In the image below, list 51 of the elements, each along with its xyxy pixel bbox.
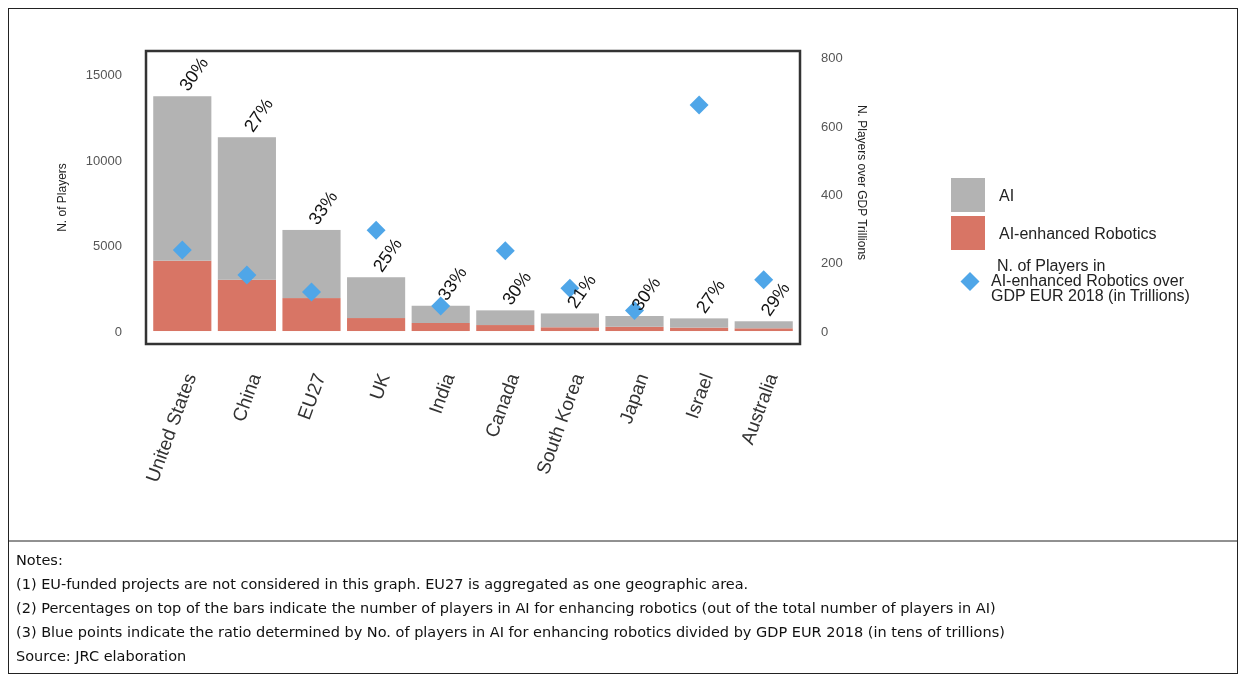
- point: [689, 95, 709, 115]
- bar: [217, 137, 276, 280]
- y2-axis-title: N. Players over GDP Trillions: [855, 104, 869, 261]
- legend-label: N. of Players in AI-enhanced Robotics over GDP EUR 2018 (in Trillions): [991, 256, 1190, 303]
- bar: [476, 325, 535, 332]
- bar: [670, 318, 729, 328]
- legend-label: AI-enhanced Robotics: [999, 224, 1157, 242]
- bar: [153, 96, 212, 261]
- legend-label: AI: [999, 186, 1015, 204]
- x-tick-label: South Korea: [531, 370, 588, 477]
- text: (1) EU-funded projects are not considered in this graph. EU27 is aggregated as one geographic area.: [16, 576, 749, 592]
- bar: [540, 313, 599, 328]
- bar: [282, 298, 341, 332]
- y-tick-label: 0: [114, 323, 122, 339]
- bar: [347, 318, 406, 332]
- x-tick-label: Israel: [681, 370, 717, 422]
- x-tick-label: United States: [141, 370, 201, 485]
- bar: [347, 277, 406, 319]
- y-tick-label: 15000: [85, 67, 122, 83]
- x-tick-label: UK: [365, 370, 395, 403]
- y-tick-label: 5000: [93, 238, 122, 254]
- y2-tick-label: 200: [821, 255, 843, 271]
- point: [237, 265, 257, 285]
- text: (3) Blue points indicate the ratio determined by No. of players in AI for enhancing robotics divided by GDP EUR 2018 (in tens of trillions): [16, 624, 1005, 640]
- point: [172, 240, 192, 260]
- x-tick-label: China: [228, 370, 265, 425]
- point: [366, 220, 386, 240]
- bar: [411, 323, 470, 332]
- text: Notes:: [16, 552, 63, 568]
- bar: [605, 316, 664, 327]
- bar: [217, 279, 276, 332]
- bar: [476, 310, 535, 326]
- x-tick-label: India: [424, 370, 459, 417]
- bar: [605, 326, 664, 332]
- bar: [153, 260, 212, 332]
- point: [302, 282, 321, 302]
- source-note: Source: JRC elaboration: [16, 648, 187, 664]
- y2-tick-label: 600: [821, 118, 843, 134]
- y2-tick-label: 400: [821, 186, 843, 202]
- x-tick-label: Japan: [614, 370, 653, 427]
- y-axis-title: N. of Players: [55, 163, 69, 232]
- y2-tick-label: 800: [821, 50, 843, 66]
- y-tick-label: 10000: [85, 152, 122, 168]
- text: (2) Percentages on top of the bars indicate the number of players in AI for enhancing robotics (out of the total number of players in AI): [16, 600, 996, 616]
- bar: [540, 327, 599, 332]
- bar: [734, 321, 793, 329]
- y2-tick-label: 0: [821, 323, 829, 339]
- x-tick-label: EU27: [293, 370, 330, 423]
- point: [495, 241, 515, 261]
- bar: [282, 229, 341, 299]
- bar: [734, 328, 793, 332]
